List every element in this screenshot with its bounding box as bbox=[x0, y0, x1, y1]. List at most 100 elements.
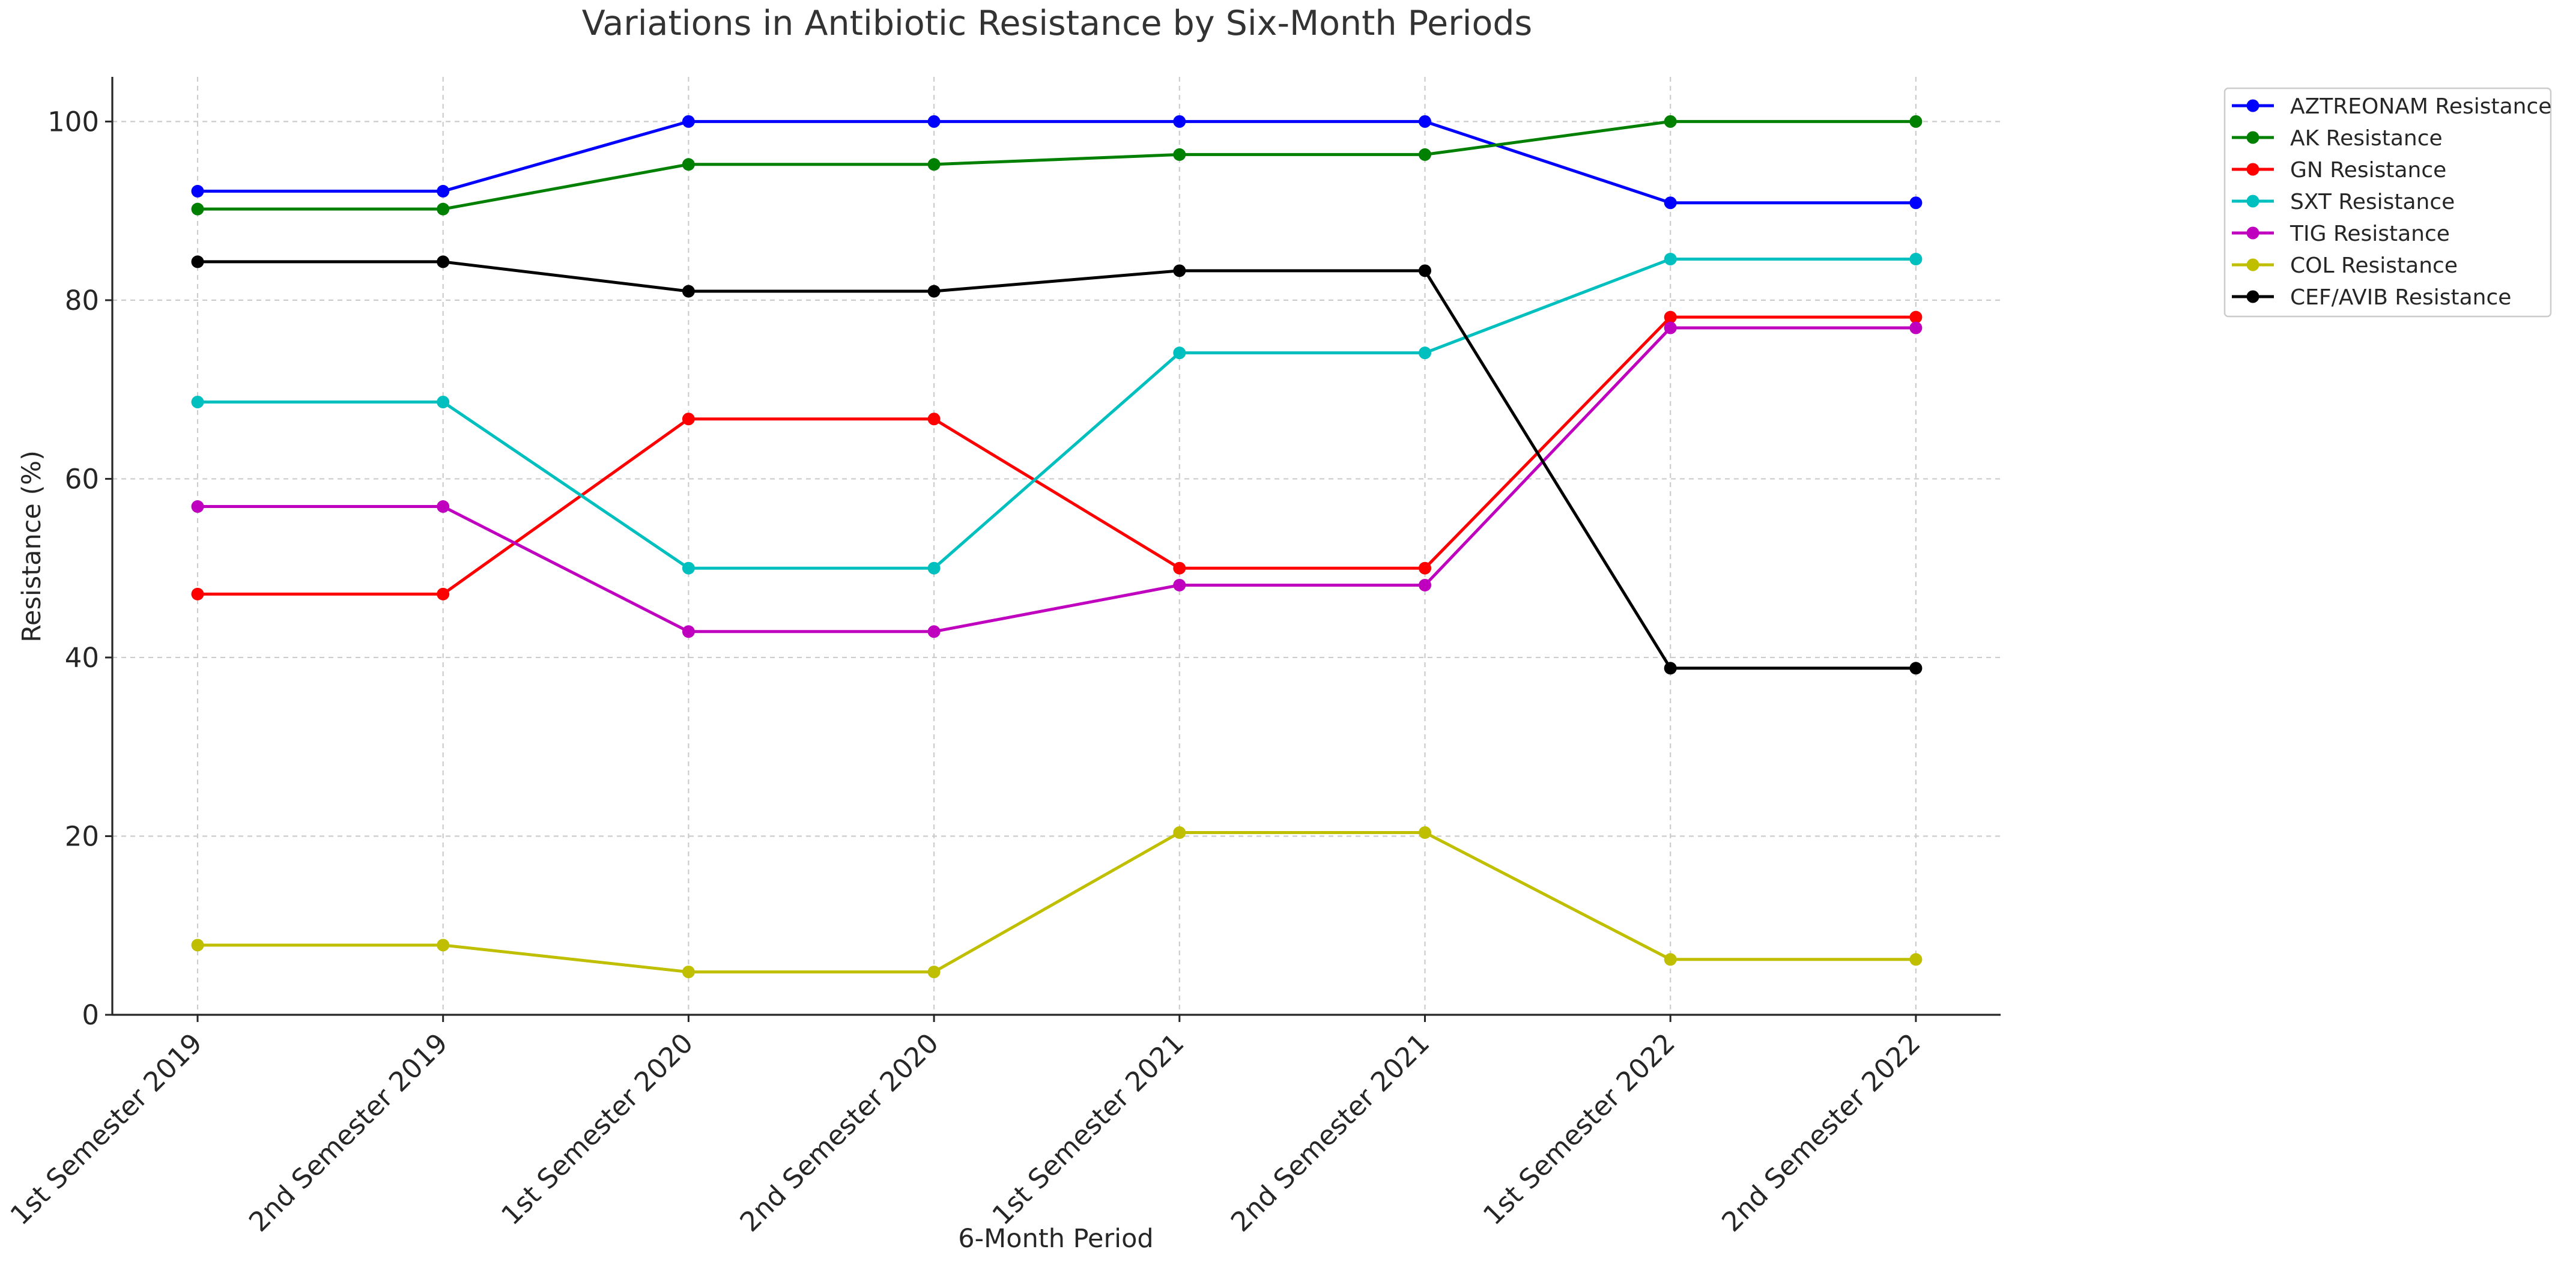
data-point bbox=[1173, 561, 1186, 575]
x-tick-label: 1st Semester 2022 bbox=[1477, 1027, 1681, 1231]
data-point bbox=[1173, 115, 1186, 128]
y-tick-label: 60 bbox=[65, 463, 99, 495]
data-point bbox=[1664, 953, 1677, 966]
data-point bbox=[437, 255, 450, 268]
x-tick-label: 2nd Semester 2021 bbox=[1225, 1027, 1435, 1238]
data-point bbox=[1419, 346, 1431, 360]
data-point bbox=[1419, 264, 1431, 277]
data-point bbox=[191, 255, 204, 268]
legend-marker bbox=[2246, 258, 2259, 271]
data-point bbox=[1173, 346, 1186, 360]
legend-label: AZTREONAM Resistance bbox=[2290, 94, 2551, 119]
data-point bbox=[927, 413, 941, 426]
legend-marker bbox=[2246, 195, 2259, 208]
data-point bbox=[682, 285, 695, 298]
data-point bbox=[1664, 662, 1677, 675]
data-point bbox=[682, 561, 695, 575]
x-tick-label: 2nd Semester 2019 bbox=[243, 1027, 453, 1238]
data-point bbox=[191, 395, 204, 408]
data-point bbox=[927, 561, 941, 575]
legend-item: TIG Resistance bbox=[2232, 222, 2450, 246]
legend-marker bbox=[2246, 99, 2259, 112]
data-point bbox=[682, 966, 695, 979]
data-point bbox=[682, 115, 695, 128]
data-point bbox=[1173, 826, 1186, 839]
data-point bbox=[1419, 561, 1431, 575]
series-line bbox=[198, 831, 1916, 974]
series-5 bbox=[191, 826, 1923, 979]
data-point bbox=[1173, 264, 1186, 277]
data-point bbox=[191, 184, 204, 198]
data-point bbox=[927, 158, 941, 171]
x-ticks: 1st Semester 2019 2nd Semester 2019 1st Se… bbox=[4, 1015, 1927, 1238]
legend-label: TIG Resistance bbox=[2290, 222, 2450, 246]
y-tick-label: 20 bbox=[65, 820, 99, 852]
data-point bbox=[1664, 310, 1677, 324]
data-point bbox=[437, 587, 450, 600]
data-point bbox=[927, 625, 941, 638]
x-tick-label: 1st Semester 2020 bbox=[495, 1027, 699, 1231]
y-tick-label: 100 bbox=[47, 106, 99, 138]
series-line bbox=[198, 326, 1916, 634]
data-point bbox=[437, 202, 450, 216]
data-point bbox=[1909, 321, 1923, 334]
series-line bbox=[198, 257, 1916, 570]
data-point bbox=[437, 500, 450, 513]
series-line bbox=[198, 315, 1916, 596]
chart-title: Variations in Antibiotic Resistance by S… bbox=[582, 4, 1532, 43]
data-point bbox=[1173, 578, 1186, 591]
series-3 bbox=[191, 252, 1923, 575]
data-point bbox=[1909, 115, 1923, 128]
series-0 bbox=[191, 115, 1923, 210]
data-point bbox=[927, 966, 941, 979]
legend-item: CEF/AVIB Resistance bbox=[2232, 285, 2511, 310]
data-point bbox=[1664, 252, 1677, 265]
data-point bbox=[1664, 321, 1677, 334]
legend-item: COL Resistance bbox=[2232, 253, 2458, 278]
data-point bbox=[927, 285, 941, 298]
y-tick-label: 40 bbox=[65, 642, 99, 674]
series-1 bbox=[191, 115, 1923, 216]
data-point bbox=[191, 500, 204, 513]
data-point bbox=[1664, 196, 1677, 210]
legend-marker bbox=[2246, 290, 2259, 303]
y-tick-label: 0 bbox=[82, 999, 99, 1031]
series-2 bbox=[191, 310, 1923, 600]
x-tick-label: 1st Semester 2019 bbox=[4, 1027, 208, 1231]
x-tick-label: 1st Semester 2021 bbox=[986, 1027, 1190, 1231]
x-tick-label: 2nd Semester 2022 bbox=[1715, 1027, 1926, 1238]
data-point bbox=[1909, 196, 1923, 210]
data-point bbox=[1419, 578, 1431, 591]
series-6 bbox=[191, 255, 1923, 675]
data-point bbox=[1909, 252, 1923, 265]
data-point bbox=[1419, 115, 1431, 128]
series-line bbox=[198, 119, 1916, 205]
legend-item: AZTREONAM Resistance bbox=[2232, 94, 2551, 119]
legend-item: SXT Resistance bbox=[2232, 190, 2455, 214]
legend-item: GN Resistance bbox=[2232, 158, 2446, 183]
legend-marker bbox=[2246, 131, 2259, 144]
legend-box bbox=[2223, 87, 2552, 318]
data-point bbox=[1909, 953, 1923, 966]
data-point bbox=[191, 939, 204, 952]
legend-item: AK Resistance bbox=[2232, 126, 2443, 151]
y-ticks: 0 20 40 60 80 100 bbox=[47, 106, 112, 1031]
data-point bbox=[1909, 662, 1923, 675]
data-point bbox=[191, 202, 204, 216]
y-tick-label: 80 bbox=[65, 285, 99, 316]
data-point bbox=[927, 115, 941, 128]
series-line bbox=[198, 260, 1916, 670]
data-point bbox=[1419, 826, 1431, 839]
legend-label: GN Resistance bbox=[2290, 158, 2446, 183]
data-point bbox=[1664, 115, 1677, 128]
legend-label: SXT Resistance bbox=[2290, 190, 2455, 214]
legend-label: COL Resistance bbox=[2290, 253, 2458, 278]
legend-label: CEF/AVIB Resistance bbox=[2290, 285, 2511, 310]
y-axis-label: Resistance (%) bbox=[17, 450, 47, 643]
data-point bbox=[682, 625, 695, 638]
series-line bbox=[198, 119, 1916, 211]
data-point bbox=[437, 939, 450, 952]
axes bbox=[111, 77, 2001, 1016]
legend: AZTREONAM Resistance AK Resistance GN Resi… bbox=[2223, 87, 2552, 318]
